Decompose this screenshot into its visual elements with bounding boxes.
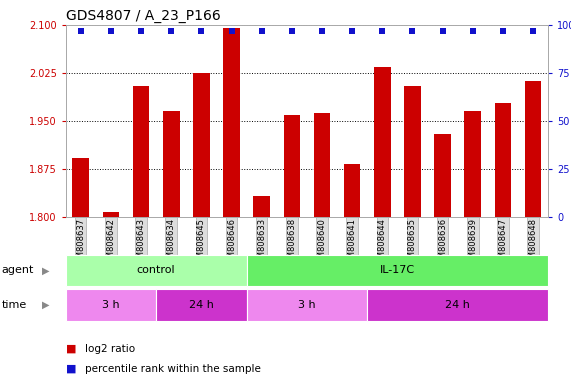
Bar — [284, 114, 300, 217]
Bar — [223, 28, 240, 217]
Bar — [73, 158, 89, 217]
Bar — [374, 66, 391, 217]
Bar — [193, 73, 210, 217]
Text: ▶: ▶ — [42, 265, 49, 275]
Bar — [344, 164, 360, 217]
Text: ▶: ▶ — [42, 300, 49, 310]
Text: IL-17C: IL-17C — [380, 265, 415, 275]
Text: 24 h: 24 h — [189, 300, 214, 310]
Text: 3 h: 3 h — [298, 300, 316, 310]
Bar — [404, 86, 421, 217]
Bar — [103, 212, 119, 217]
Bar — [254, 197, 270, 217]
Text: control: control — [137, 265, 175, 275]
Bar — [435, 134, 451, 217]
Text: 24 h: 24 h — [445, 300, 470, 310]
Text: ■: ■ — [66, 344, 76, 354]
Bar — [525, 81, 541, 217]
Bar — [494, 103, 511, 217]
Text: log2 ratio: log2 ratio — [85, 344, 135, 354]
Bar — [313, 113, 330, 217]
Bar — [163, 111, 179, 217]
Bar — [464, 111, 481, 217]
Bar — [133, 86, 150, 217]
Text: time: time — [2, 300, 27, 310]
Text: percentile rank within the sample: percentile rank within the sample — [85, 364, 260, 374]
Text: ■: ■ — [66, 364, 76, 374]
Text: 3 h: 3 h — [102, 300, 120, 310]
Text: agent: agent — [2, 265, 34, 275]
Text: GDS4807 / A_23_P166: GDS4807 / A_23_P166 — [66, 8, 220, 23]
